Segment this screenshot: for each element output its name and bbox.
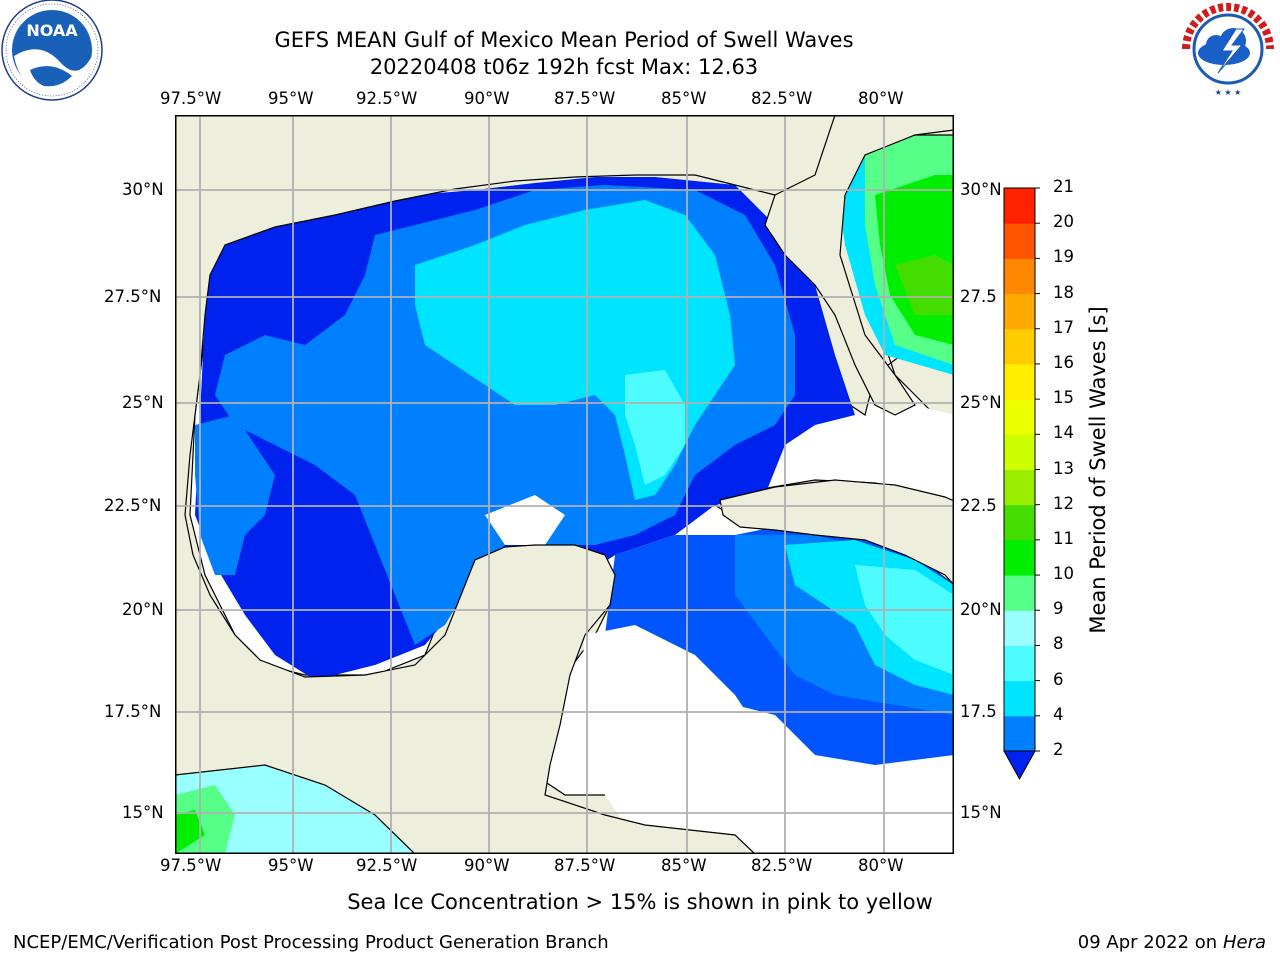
colorbar-segment [1004, 645, 1035, 682]
colorbar-segment [1004, 539, 1035, 576]
noaa-logo: NOAA [1, 0, 103, 101]
lon-tick-bottom-5: 85°W [661, 856, 707, 875]
colorbar-tick-label: 13 [1053, 458, 1074, 478]
svg-text:★ ★ ★: ★ ★ ★ [1215, 88, 1242, 97]
lon-tick-bottom-1: 95°W [268, 856, 314, 875]
lon-tick-bottom-2: 92.5°W [356, 856, 418, 875]
sea-ice-note: Sea Ice Concentration > 15% is shown in … [347, 890, 933, 914]
lon-tick-bottom-4: 87.5°W [554, 856, 616, 875]
colorbar-tick-label: 19 [1053, 247, 1074, 267]
colorbar-tick-label: 16 [1053, 352, 1074, 372]
map-frame [175, 115, 954, 854]
colorbar-tick-label: 14 [1053, 423, 1074, 443]
title-line-1: GEFS MEAN Gulf of Mexico Mean Period of … [274, 28, 854, 52]
colorbar-segment [1004, 610, 1035, 646]
lon-tick-top-4: 87.5°W [554, 89, 616, 108]
lon-tick-top-7: 80°W [858, 89, 904, 108]
lat-tick-left-2: 25°N [122, 393, 164, 412]
colorbar-segment [1004, 399, 1035, 435]
colorbar-tick-label: 15 [1053, 388, 1074, 408]
colorbar-segment [1004, 223, 1035, 259]
colorbar-segment [1004, 680, 1035, 717]
no-data-regions [485, 395, 954, 854]
graticule [175, 115, 954, 854]
colorbar-tick-label: 2 [1053, 740, 1064, 759]
svg-text:NOAA: NOAA [26, 21, 78, 40]
lon-tick-bottom-7: 80°W [858, 856, 904, 875]
lon-tick-top-3: 90°W [464, 89, 510, 108]
lat-tick-left-0: 30°N [122, 180, 164, 199]
footer-date: 09 Apr 2022 on Hera [1078, 932, 1266, 953]
colorbar-label: Mean Period of Swell Waves [s] [1086, 306, 1110, 634]
lat-tick-right-3: 22.5 [960, 496, 997, 515]
title-line-2: 20220408 t06z 192h fcst Max: 12.63 [369, 55, 759, 79]
lon-tick-bottom-3: 90°W [464, 856, 510, 875]
colorbar-tick-label: 9 [1053, 599, 1064, 619]
colorbar-segment [1004, 188, 1035, 224]
lon-tick-bottom-0: 97.5°W [160, 856, 222, 875]
lat-tick-right-1: 27.5 [960, 287, 997, 306]
colorbar-segment [1004, 258, 1035, 295]
colorbar-segment [1004, 434, 1035, 470]
colorbar-segment [1004, 469, 1035, 506]
colorbar-segment [1004, 504, 1035, 541]
footer-date-text: 09 Apr 2022 on [1077, 932, 1223, 953]
colorbar-tick-label: 17 [1053, 317, 1074, 337]
colorbar-tick-label: 6 [1053, 669, 1064, 689]
map-plot [175, 115, 954, 854]
lon-tick-top-0: 97.5°W [160, 89, 222, 108]
lat-tick-left-1: 27.5°N [104, 287, 162, 306]
colorbar-tick-label: 18 [1053, 282, 1074, 302]
lat-tick-left-4: 20°N [122, 600, 164, 619]
colorbar [1003, 187, 1040, 781]
lat-tick-left-6: 15°N [122, 803, 164, 822]
colorbar-tick-label: 8 [1053, 634, 1064, 654]
lat-tick-right-2: 25°N [960, 393, 1002, 412]
colorbar-tick-label: 11 [1053, 528, 1074, 548]
nws-logo: ★ ★ ★ [1181, 2, 1275, 97]
colorbar-tick-label: 20 [1053, 212, 1074, 232]
lon-tick-top-6: 82.5°W [751, 89, 813, 108]
lon-tick-bottom-6: 82.5°W [751, 856, 813, 875]
colorbar-tick-label: 4 [1053, 704, 1064, 724]
lat-tick-right-4: 20°N [960, 600, 1002, 619]
lat-tick-left-3: 22.5°N [104, 496, 162, 515]
colorbar-tick-label: 21 [1053, 177, 1074, 196]
footer-branch: NCEP/EMC/Verification Post Processing Pr… [13, 932, 609, 953]
colorbar-segment [1004, 575, 1035, 611]
swell-field [175, 115, 954, 854]
footer-host: Hera [1222, 932, 1266, 953]
lon-tick-top-1: 95°W [268, 89, 314, 108]
colorbar-tick-label: 10 [1053, 564, 1074, 584]
colorbar-extend-arrow [1003, 750, 1036, 781]
colorbar-segment [1004, 328, 1035, 365]
lat-tick-left-5: 17.5°N [104, 702, 162, 721]
colorbar-tick-label: 12 [1053, 493, 1074, 513]
lat-tick-right-6: 15°N [960, 803, 1002, 822]
colorbar-segment [1004, 715, 1035, 752]
lon-tick-top-5: 85°W [661, 89, 707, 108]
lon-tick-top-2: 92.5°W [356, 89, 418, 108]
colorbar-segment [1004, 293, 1035, 330]
lat-tick-right-5: 17.5 [960, 702, 997, 721]
lat-tick-right-0: 30°N [960, 180, 1002, 199]
colorbar-segment [1004, 363, 1035, 400]
